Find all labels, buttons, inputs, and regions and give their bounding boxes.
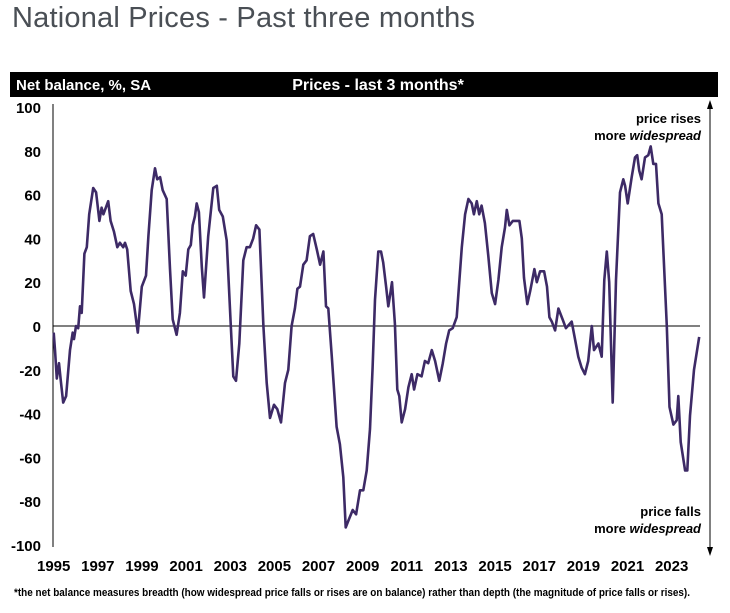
y-tick-label: 20: [24, 275, 41, 292]
y-tick-label: -60: [19, 450, 41, 467]
annotation-rises-line2: more widespread: [594, 128, 702, 143]
chart-header-bar: [10, 72, 718, 97]
x-tick-label: 2009: [346, 558, 379, 575]
x-tick-label: 2011: [391, 558, 424, 575]
chart-title: Prices - last 3 months*: [292, 77, 464, 94]
page-title: National Prices - Past three months: [12, 2, 476, 34]
y-tick-label: -80: [19, 494, 41, 511]
x-tick-label: 2021: [611, 558, 644, 575]
x-tick-label: 2001: [169, 558, 202, 575]
x-tick-label: 2007: [302, 558, 335, 575]
y-tick-label: -40: [19, 407, 41, 424]
x-tick-label: 2003: [214, 558, 247, 575]
x-tick-label: 2023: [655, 558, 688, 575]
y-axis-label: Net balance, %, SA: [16, 77, 151, 94]
x-tick-label: 2019: [567, 558, 600, 575]
arrow-down-icon: [707, 547, 713, 556]
y-tick-label: 60: [24, 188, 41, 205]
y-tick-label: 0: [33, 319, 41, 336]
x-tick-label: 2013: [434, 558, 467, 575]
annotation-falls-line2: more widespread: [594, 521, 702, 536]
x-tick-label: 2005: [258, 558, 291, 575]
y-tick-label: -20: [19, 363, 41, 380]
direction-arrow: [707, 100, 713, 556]
series-line: [52, 145, 701, 529]
footnote: *the net balance measures breadth (how w…: [14, 587, 690, 599]
x-tick-label: 1999: [125, 558, 158, 575]
arrow-up-icon: [707, 100, 713, 109]
y-tick-label: 100: [16, 100, 41, 117]
x-tick-label: 2015: [478, 558, 511, 575]
x-tick-label: 1997: [81, 558, 114, 575]
y-tick-label: 40: [24, 231, 41, 248]
x-tick-label: 2017: [523, 558, 556, 575]
y-tick-label: -100: [11, 538, 41, 555]
y-tick-label: 80: [24, 144, 41, 161]
x-tick-label: 1995: [37, 558, 70, 575]
annotation-rises-line1: price rises: [636, 111, 701, 126]
annotation-falls-line1: price falls: [640, 504, 701, 519]
